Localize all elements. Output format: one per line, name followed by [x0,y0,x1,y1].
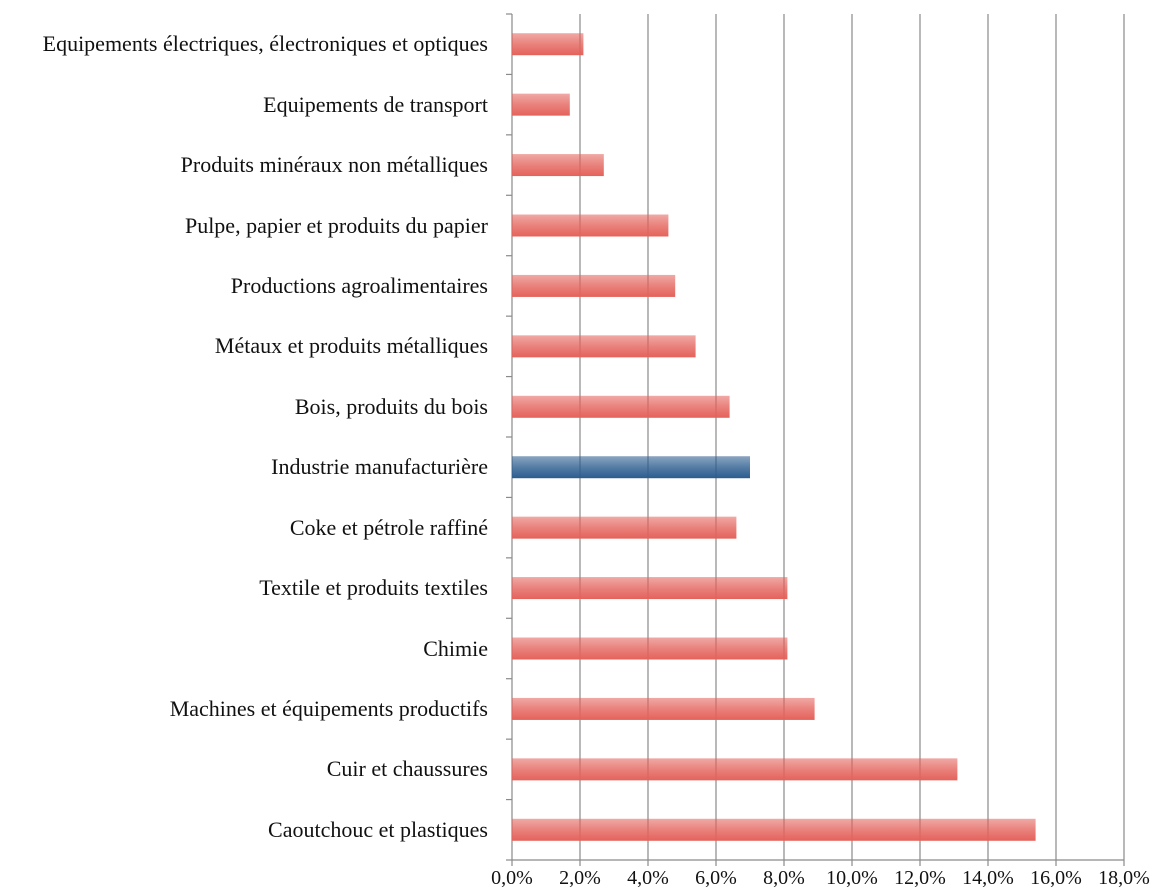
bar [512,395,730,418]
x-tick-label: 16,0% [1030,867,1082,889]
bar [512,274,676,297]
bar [512,758,958,781]
bar [512,577,788,600]
bar [512,335,696,358]
bar [512,818,1036,841]
y-tick-label: Coke et pétrole raffiné [289,514,488,540]
x-tick-label: 2,0% [559,867,601,889]
y-tick-label: Equipements de transport [263,91,488,117]
y-tick-label: Produits minéraux non métalliques [180,152,488,178]
x-tick-label: 14,0% [962,867,1014,889]
bar [512,93,570,116]
bar [512,456,750,479]
bar [512,214,669,237]
y-tick-label: Caoutchouc et plastiques [268,816,488,842]
y-tick-label: Métaux et produits métalliques [214,333,488,359]
bar [512,33,584,56]
y-tick-label: Machines et équipements productifs [169,695,488,721]
bar [512,516,737,539]
x-tick-label: 0,0% [491,867,533,889]
bar [512,154,604,177]
y-tick-label: Industrie manufacturière [271,454,488,480]
y-tick-label: Pulpe, papier et produits du papier [184,212,488,238]
x-tick-label: 10,0% [826,867,878,889]
y-tick-label: Equipements électriques, électroniques e… [42,31,488,57]
x-tick-label: 12,0% [894,867,946,889]
y-tick-label: Bois, produits du bois [294,393,488,419]
x-tick-label: 8,0% [763,867,805,889]
bar [512,697,815,720]
x-tick-label: 4,0% [627,867,669,889]
y-tick-label: Cuir et chaussures [326,756,488,782]
y-tick-label: Textile et produits textiles [259,575,488,601]
x-tick-label: 18,0% [1098,867,1150,889]
x-tick-label: 6,0% [695,867,737,889]
bar [512,637,788,660]
y-tick-label: Productions agroalimentaires [230,272,488,298]
y-tick-label: Chimie [423,635,488,661]
